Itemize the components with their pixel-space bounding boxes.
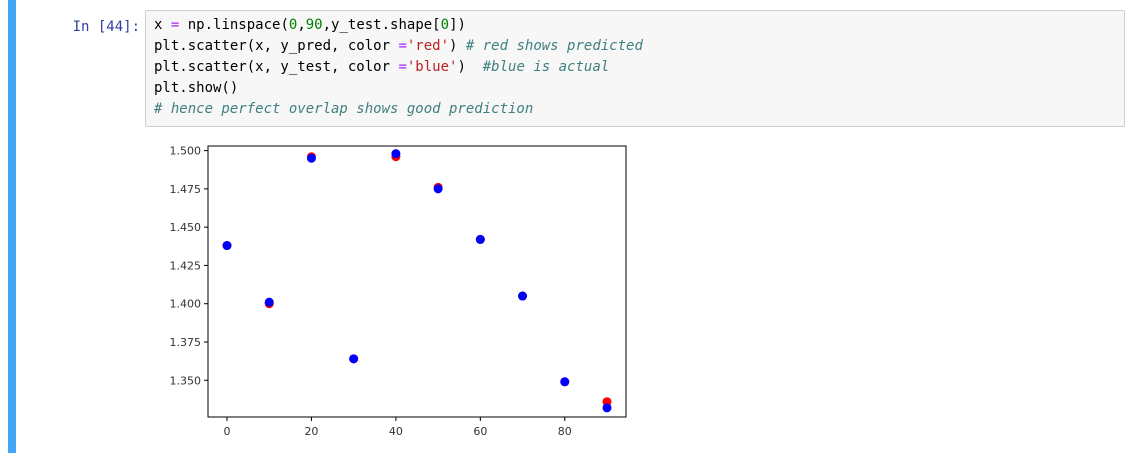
blue-scatter-point [560,377,570,387]
code-token: ) [457,59,483,75]
blue-scatter-point [391,149,401,159]
code-token: = [170,17,180,33]
plot-frame [207,145,627,418]
code-token: 'red' [406,38,450,54]
input-prompt: In [44]: [72,19,140,35]
blue-scatter-point [475,234,485,244]
code-input-area[interactable]: x = np.linspace(0,90,y_test.shape[0]) plt… [145,10,1125,127]
code-token: plt.scatter(x, y_test, color [154,59,399,75]
code-token: #blue is actual [482,59,610,75]
code-line: # hence perfect overlap shows good predi… [154,99,643,120]
code-token: = [398,59,407,75]
x-tick-label: 20 [304,425,318,438]
code-token: np.linspace( [179,17,289,33]
blue-scatter-point [306,153,316,163]
code-line: plt.scatter(x, y_test, color ='blue') #b… [154,57,643,78]
y-tick-label: 1.425 [170,259,202,272]
x-tick-label: 60 [473,425,487,438]
y-tick-label: 1.350 [170,374,202,387]
code-token: = [398,38,407,54]
code-token: 0 [288,17,298,33]
code-line: plt.scatter(x, y_pred, color ='red') # r… [154,36,643,57]
blue-scatter-point [518,291,528,301]
code-token: ) [449,38,466,54]
y-tick-label: 1.500 [170,145,202,158]
cell-output: 0 20 40 60 80 1.350 1.375 1.400 1.425 1.450 1.475 1… [145,135,645,445]
y-tick-label: 1.450 [170,221,202,234]
code-line: plt.show() [154,78,643,99]
code-token: ,y_test.shape[ [322,17,441,33]
code-line: x = np.linspace(0,90,y_test.shape[0]) [154,15,643,36]
blue-scatter-point [222,241,232,251]
blue-scatter-point [602,403,612,413]
code-token: , [297,17,306,33]
code-token: x [154,17,171,33]
code-token: 0 [440,17,450,33]
code-token: 90 [305,17,323,33]
blue-scatter-point [349,354,359,364]
code-token: ]) [449,17,466,33]
x-tick-label: 80 [558,425,572,438]
code-token: plt.show() [154,80,239,96]
code-token: # hence perfect overlap shows good predi… [154,101,534,117]
selected-cell-indicator [8,0,16,453]
x-tick-label: 0 [224,425,231,438]
y-tick-label: 1.375 [170,336,202,349]
y-tick-label: 1.400 [170,298,202,311]
code-token: plt.scatter(x, y_pred, color [154,38,399,54]
blue-scatter-point [433,184,443,194]
x-tick-label: 40 [389,425,403,438]
blue-scatter-point [264,297,274,307]
code-editor[interactable]: x = np.linspace(0,90,y_test.shape[0]) plt… [154,15,643,120]
code-token: # red shows predicted [465,38,643,54]
code-token: 'blue' [406,59,458,75]
y-tick-label: 1.475 [170,183,202,196]
scatter-plot: 0 20 40 60 80 1.350 1.375 1.400 1.425 1.450 1.475 1… [170,145,627,438]
